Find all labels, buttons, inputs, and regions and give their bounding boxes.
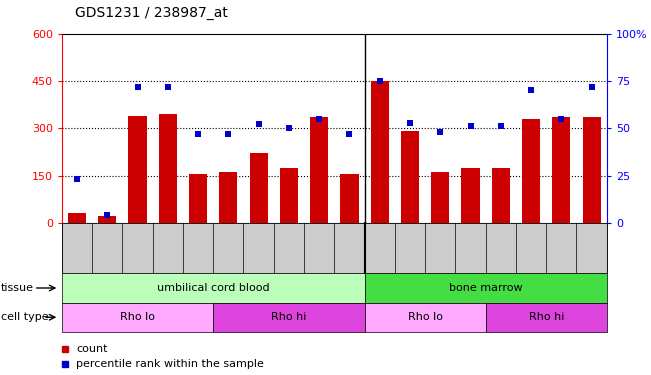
- Point: [495, 123, 506, 129]
- Bar: [552, 117, 570, 223]
- Text: umbilical cord blood: umbilical cord blood: [157, 283, 270, 293]
- Bar: [522, 119, 540, 223]
- Point: [223, 131, 234, 137]
- Bar: [98, 216, 117, 223]
- Point: [284, 125, 294, 131]
- Bar: [219, 172, 238, 223]
- Text: Rho hi: Rho hi: [271, 312, 307, 322]
- Text: Rho lo: Rho lo: [408, 312, 443, 322]
- Bar: [370, 81, 389, 223]
- Point: [405, 120, 415, 126]
- Text: count: count: [76, 344, 107, 354]
- Bar: [431, 172, 449, 223]
- Bar: [462, 168, 480, 223]
- Point: [587, 84, 597, 90]
- Point: [556, 116, 566, 122]
- Text: Rho hi: Rho hi: [529, 312, 564, 322]
- Point: [314, 116, 324, 122]
- Text: percentile rank within the sample: percentile rank within the sample: [76, 359, 264, 369]
- Text: bone marrow: bone marrow: [449, 283, 523, 293]
- Bar: [583, 117, 601, 223]
- Bar: [68, 213, 86, 223]
- Point: [193, 131, 203, 137]
- Point: [344, 131, 355, 137]
- Point: [102, 212, 113, 218]
- Point: [374, 78, 385, 84]
- Point: [132, 84, 143, 90]
- Bar: [189, 174, 207, 223]
- Point: [465, 123, 476, 129]
- Bar: [310, 117, 328, 223]
- Bar: [340, 174, 359, 223]
- Text: tissue: tissue: [1, 283, 34, 293]
- Text: GDS1231 / 238987_at: GDS1231 / 238987_at: [75, 6, 228, 20]
- Bar: [280, 168, 298, 223]
- Point: [526, 87, 536, 93]
- Bar: [492, 168, 510, 223]
- Point: [435, 129, 445, 135]
- Text: Rho lo: Rho lo: [120, 312, 155, 322]
- Bar: [159, 114, 177, 223]
- Point: [72, 176, 82, 182]
- Bar: [128, 116, 146, 223]
- Bar: [249, 153, 268, 223]
- Point: [253, 122, 264, 128]
- Point: [163, 84, 173, 90]
- Text: cell type: cell type: [1, 312, 48, 322]
- Bar: [401, 131, 419, 223]
